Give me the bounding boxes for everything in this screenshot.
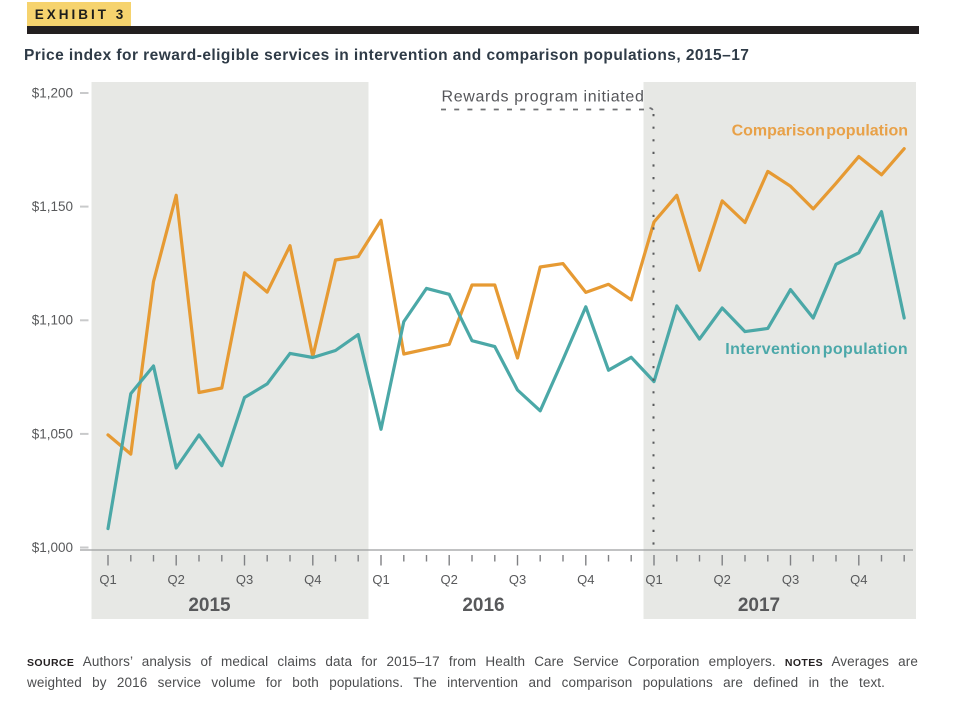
svg-text:Q2: Q2 <box>714 572 731 587</box>
svg-text:Rewards program initiated: Rewards program initiated <box>442 89 645 106</box>
svg-text:Q3: Q3 <box>782 572 799 587</box>
svg-text:Q4: Q4 <box>850 572 867 587</box>
svg-text:2015: 2015 <box>188 595 231 616</box>
svg-text:Q1: Q1 <box>372 572 389 587</box>
svg-text:2017: 2017 <box>738 595 780 616</box>
svg-text:Q2: Q2 <box>168 572 185 587</box>
svg-text:$1,100: $1,100 <box>32 313 73 328</box>
svg-text:2016: 2016 <box>462 595 504 616</box>
svg-text:Q4: Q4 <box>577 572 594 587</box>
svg-text:Q3: Q3 <box>236 572 253 587</box>
svg-text:Q1: Q1 <box>645 572 662 587</box>
svg-text:Q2: Q2 <box>441 572 458 587</box>
svg-text:Q4: Q4 <box>304 572 321 587</box>
svg-text:Q1: Q1 <box>99 572 116 587</box>
svg-text:Comparison population: Comparison population <box>732 123 908 140</box>
svg-text:$1,200: $1,200 <box>32 86 73 101</box>
svg-text:$1,150: $1,150 <box>32 199 73 214</box>
svg-text:$1,000: $1,000 <box>32 540 73 555</box>
svg-text:$1,050: $1,050 <box>32 427 73 442</box>
svg-text:Q3: Q3 <box>509 572 526 587</box>
svg-text:Intervention population: Intervention population <box>725 341 908 358</box>
